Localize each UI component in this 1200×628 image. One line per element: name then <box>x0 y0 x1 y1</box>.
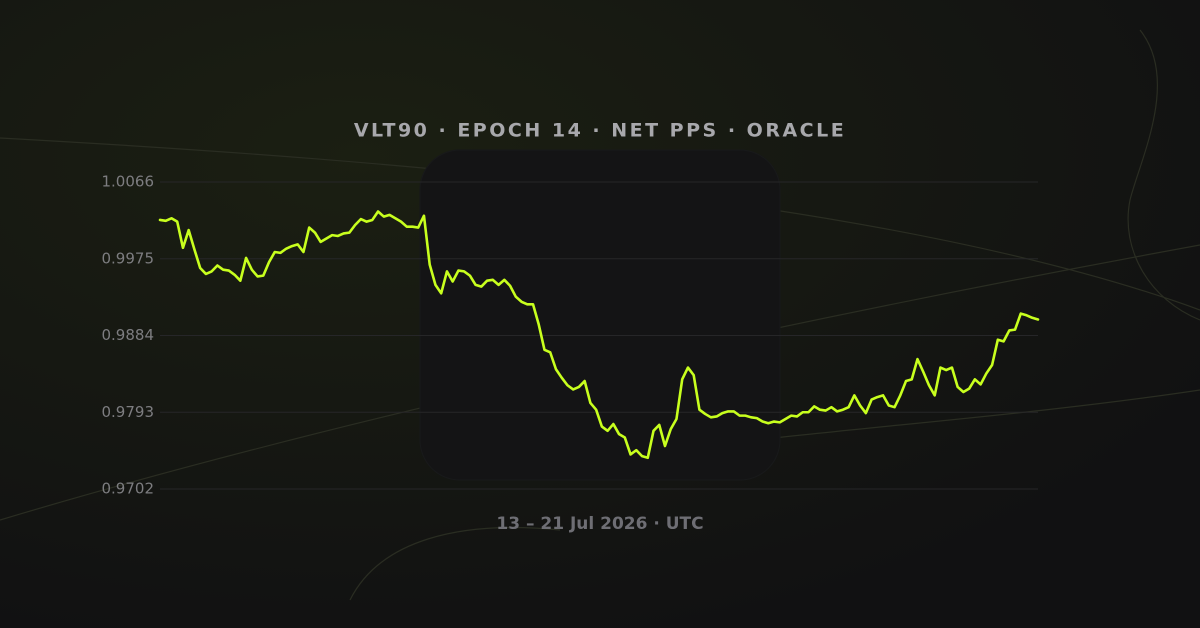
grid: 1.0066 0.9975 0.9884 0.9793 0.9702 <box>102 173 1038 498</box>
chart-title: VLT90 · EPOCH 14 · NET PPS · ORACLE <box>354 120 846 142</box>
plot-area <box>158 210 1040 460</box>
decoration <box>0 29 1200 601</box>
y-tick-label: 1.0066 <box>102 173 155 191</box>
x-axis-label: 13 – 21 Jul 2026 · UTC <box>496 514 703 534</box>
y-tick-label: 0.9702 <box>102 480 155 498</box>
y-tick-label: 0.9884 <box>102 326 155 344</box>
y-tick-label: 0.9793 <box>102 403 155 421</box>
y-tick-label: 0.9975 <box>102 249 155 267</box>
data-line <box>158 210 1040 460</box>
